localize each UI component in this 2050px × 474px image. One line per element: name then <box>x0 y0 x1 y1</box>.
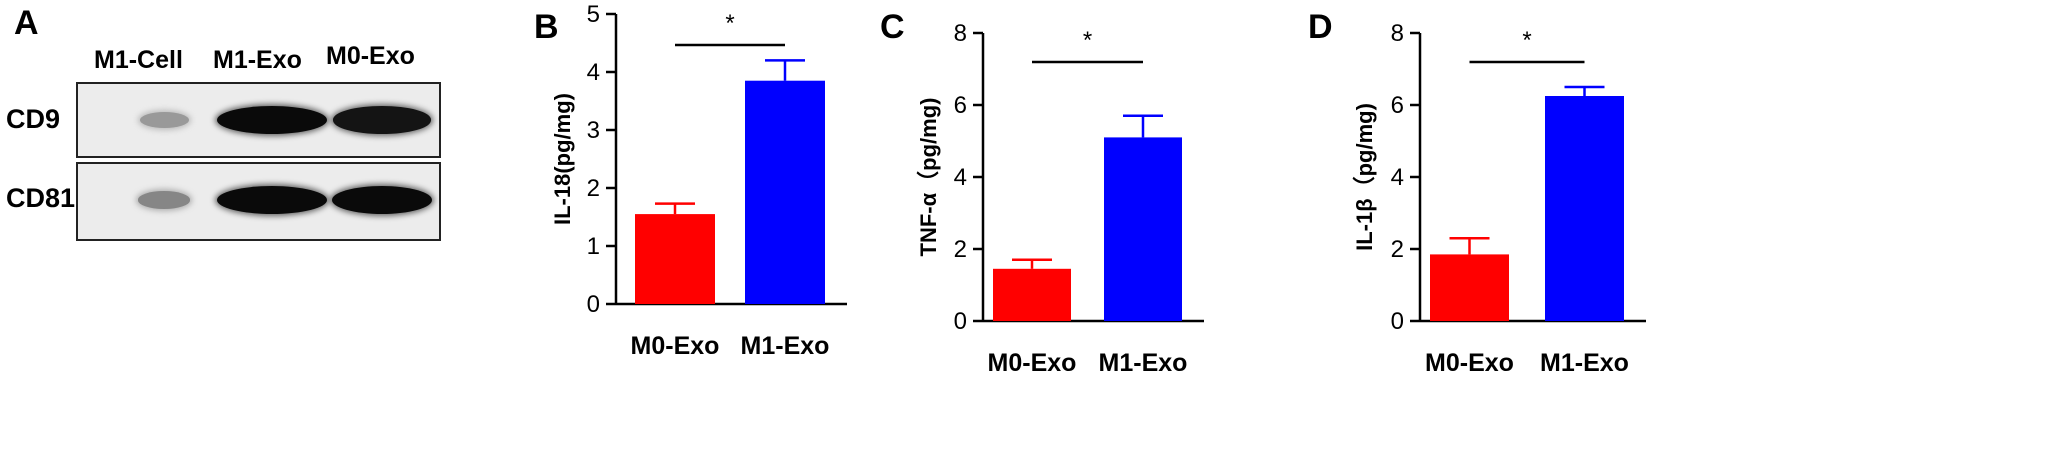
panel-a-letter: A <box>14 4 39 42</box>
y-tick-label: 0 <box>954 308 967 335</box>
y-tick-label: 4 <box>954 164 967 191</box>
lane-label-m0-exo: M0-Exo <box>326 42 415 70</box>
blot-band-cd81-1 <box>138 191 190 209</box>
blot-row-cd81 <box>76 162 441 241</box>
y-axis-label: IL-18(pg/mg) <box>550 93 575 225</box>
chart-tnf-alpha: C 0 2 4 6 8 TNF-α（pg/mg) M0-Exo M1-Exo * <box>880 8 1204 377</box>
y-axis-label: IL-1β（pg/mg) <box>1352 103 1377 251</box>
y-tick-label: 8 <box>1391 20 1404 47</box>
chart-il18: B 0 1 2 3 4 5 IL-18(pg/mg) M0-Exo M1-Exo * <box>534 1 847 360</box>
blot-band-cd9-2 <box>217 106 327 134</box>
row-label-cd9: CD9 <box>6 104 61 134</box>
y-tick-label: 2 <box>954 236 967 263</box>
category-label: M1-Exo <box>741 332 830 360</box>
lane-label-m1-exo: M1-Exo <box>213 46 302 74</box>
y-tick-label: 0 <box>587 291 600 318</box>
y-tick-label: 0 <box>1391 308 1404 335</box>
category-label: M1-Exo <box>1540 349 1629 377</box>
significance-star: * <box>725 10 734 37</box>
y-tick-label: 2 <box>587 175 600 202</box>
category-label: M1-Exo <box>1099 349 1188 377</box>
y-tick-label: 6 <box>1391 92 1404 119</box>
y-tick-label: 1 <box>587 233 600 260</box>
lane-label-m1-cell: M1-Cell <box>94 46 183 74</box>
y-tick-label: 6 <box>954 92 967 119</box>
y-tick-label: 4 <box>587 59 600 86</box>
category-label: M0-Exo <box>988 349 1077 377</box>
y-tick-label: 5 <box>587 1 600 28</box>
y-tick-label: 8 <box>954 20 967 47</box>
bar-m0-exo <box>1430 254 1509 321</box>
y-axis-label: TNF-α（pg/mg) <box>916 98 941 257</box>
category-label: M0-Exo <box>1425 349 1514 377</box>
blot-band-cd9-3 <box>333 106 431 134</box>
significance-star: * <box>1083 27 1092 54</box>
blot-row-cd9 <box>76 82 441 158</box>
panel-b-letter: B <box>534 8 559 46</box>
y-tick-label: 3 <box>587 117 600 144</box>
blot-band-cd81-3 <box>332 186 432 214</box>
bar-m1-exo <box>745 80 825 304</box>
y-tick-label: 4 <box>1391 164 1404 191</box>
bar-m0-exo <box>635 214 715 304</box>
row-label-cd81: CD81 <box>6 183 76 213</box>
significance-star: * <box>1522 27 1531 54</box>
bar-m1-exo <box>1104 137 1182 321</box>
bar-m1-exo <box>1545 96 1624 321</box>
category-label: M0-Exo <box>631 332 720 360</box>
chart-il1-beta: D 0 2 4 6 8 IL-1β（pg/mg) M0-Exo M1-Exo * <box>1308 8 1646 377</box>
bar-m0-exo <box>993 268 1071 321</box>
panel-d-letter: D <box>1308 8 1333 46</box>
y-tick-label: 2 <box>1391 236 1404 263</box>
blot-band-cd9-1 <box>139 112 189 128</box>
panel-c-letter: C <box>880 8 905 46</box>
blot-band-cd81-2 <box>217 186 327 214</box>
